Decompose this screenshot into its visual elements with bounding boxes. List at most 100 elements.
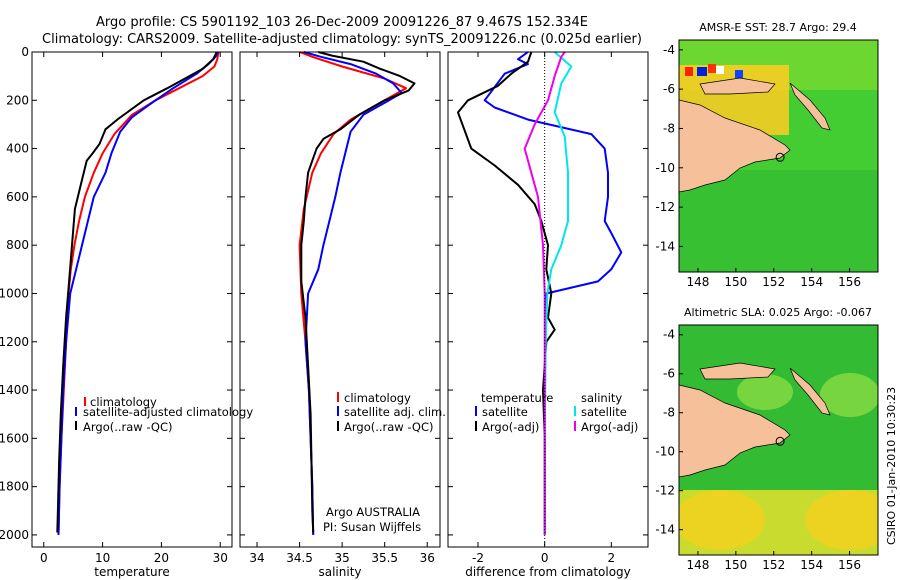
sla-map-frame [678,324,879,556]
map-y-tick-label: -8 [663,406,675,420]
map-y-tick-label: -8 [663,121,675,135]
sla-bougainville-land [789,367,831,416]
sla-south-high-patch-1 [679,490,765,550]
legend-climatology-label: climatology [90,395,157,409]
y-tick-label: 600 [6,190,29,204]
map-x-tick-label: 154 [800,275,823,289]
map-x-tick-label: 152 [762,558,785,572]
y-tick-label: 1200 [0,335,29,349]
map-y-tick-label: -6 [663,367,675,381]
sal-legend-climatology-label: climatology [344,391,411,405]
sst-missing-pixel [716,66,724,74]
sst-bougainville-land [789,82,831,131]
sst-map-field [679,40,878,272]
x-tick-label: 34.5 [286,551,313,565]
salinity-legend: climatology satellite adj. clim. Argo(..… [337,391,446,434]
series-line-climatology [298,51,407,535]
sst-map-frame [678,39,879,273]
temperature-xlabel: temperature [94,565,169,579]
series-line-satellite [303,51,403,535]
sla-float-marker [775,436,785,446]
series-line-temperature-argo [457,51,556,533]
x-tick-label: 34 [249,551,264,565]
figure-title-line2: Climatology: CARS2009. Satellite-adjuste… [42,32,642,47]
temperature-panel: 0 10 20 30 0 200 400 600 800 1000 1200 1400 1600 1800… [0,45,253,579]
sst-hot-pixel-1 [685,67,693,76]
map-x-tick-label: 148 [686,275,709,289]
sla-map-panel: Altimetric SLA: 0.025 Argo: -0.067 148 15… [655,306,879,572]
sla-new-guinea-land [679,384,791,478]
series-line-temperature-satellite [483,51,623,535]
map-x-tick-label: 150 [724,275,747,289]
legend-argo-label: Argo(..raw -QC) [83,420,173,434]
x-tick-label: 0 [541,551,549,565]
map-x-tick-label: 152 [762,275,785,289]
sst-new-guinea-land [679,99,791,193]
map-x-tick-label: 148 [686,558,709,572]
diff-legend-sal-sat-label: satellite [581,405,627,419]
y-tick-label: 800 [6,238,29,252]
map-y-tick-label: -4 [663,43,675,57]
map-x-tick-label: 156 [838,558,861,572]
sla-new-britain-land [699,362,776,380]
series-line-salinity-argo [523,51,566,535]
difference-axes-frame [447,51,649,548]
x-tick-label: 20 [154,551,169,565]
diff-legend-temp-sat-label: satellite [482,405,528,419]
y-tick-label: 0 [21,45,29,59]
pi-name-label: PI: Susan Wijffels [323,520,421,534]
x-tick-label: 30 [213,551,228,565]
map-y-tick-label: -10 [655,445,675,459]
map-x-tick-label: 154 [800,558,823,572]
series-line-argo [56,51,218,533]
sla-south-high-patch-2 [805,490,878,550]
sst-float-marker [775,152,785,162]
salinity-axes-frame [239,51,441,548]
y-tick-label: 1000 [0,286,29,300]
x-tick-label: 10 [95,551,110,565]
map-x-tick-label: 156 [838,275,861,289]
series-line-satellite [57,51,219,535]
argo-australia-label: Argo AUSTRALIA [326,505,420,519]
sst-cloud-pixel-2 [735,70,743,78]
y-tick-label: 1600 [0,431,29,445]
x-tick-label: 35 [334,551,349,565]
sla-high-anomaly-2 [820,373,878,417]
figure-title-line1: Argo profile: CS 5901192_103 26-Dec-2009… [96,15,588,30]
csiro-credit: CSIRO 01-Jan-2010 10:30:23 [885,387,898,545]
sal-legend-argo-label: Argo(..raw -QC) [344,420,434,434]
sla-map-ticks: 148 150 152 154 156 -4 -6 -8 -10 -12 -14 [655,328,861,572]
series-line-climatology [57,51,220,535]
y-tick-label: 2000 [0,528,29,542]
map-y-tick-label: -6 [663,82,675,96]
series-line-argo [300,51,416,533]
sst-map-panel: AMSR-E SST: 28.7 Argo: 29.4 148 150 152 154… [655,21,879,289]
salinity-panel: 34 34.5 35 35.5 36 salinity climatology sate… [239,51,446,579]
map-y-tick-label: -14 [655,239,675,253]
difference-legend: temperature satellite Argo(-adj) salinit… [475,391,638,434]
sst-cloud-pixel-1 [697,67,707,76]
y-tick-label: 200 [6,93,29,107]
sla-map-title: Altimetric SLA: 0.025 Argo: -0.067 [684,306,872,319]
map-y-tick-label: -12 [655,200,675,214]
x-tick-label: 36 [420,551,435,565]
map-y-tick-label: -12 [655,484,675,498]
map-y-tick-label: -4 [663,328,675,342]
sst-south-field [679,170,878,272]
diff-legend-temperature-title: temperature [481,391,553,405]
temperature-axes-frame [31,51,233,548]
map-y-tick-label: -10 [655,161,675,175]
sst-map-ticks: 148 150 152 154 156 -4 -6 -8 -10 -12 -14 [655,43,861,289]
diff-legend-temp-argo-label: Argo(-adj) [482,420,539,434]
x-tick-label: 0 [40,551,48,565]
y-tick-label: 400 [6,142,29,156]
difference-panel: -2 0 2 difference from climatology tempera… [447,51,649,579]
salinity-xlabel: salinity [318,565,361,579]
y-tick-label: 1400 [0,383,29,397]
y-tick-label: 1800 [0,480,29,494]
map-x-tick-label: 150 [724,558,747,572]
sst-new-britain-land [699,77,776,95]
x-tick-label: 35.5 [371,551,398,565]
sla-high-anomaly-1 [737,374,793,410]
